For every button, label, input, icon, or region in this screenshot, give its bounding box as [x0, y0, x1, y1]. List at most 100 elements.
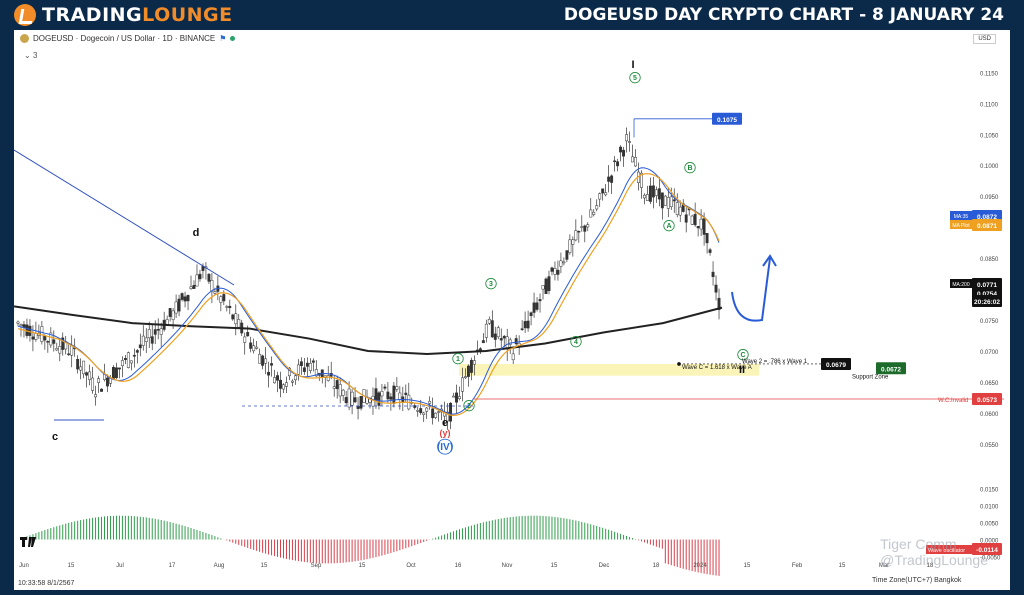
candle-body [392, 385, 396, 404]
candle-body [556, 269, 560, 275]
candle-body [344, 397, 348, 404]
candle-body [282, 384, 285, 390]
candle-body [76, 358, 80, 370]
candle-body [472, 360, 476, 365]
candle-body [419, 408, 423, 414]
footer-timestamp: 10:33:58 8/1/2567 [18, 580, 75, 587]
candle-body [186, 295, 190, 302]
x-tick-label: Dec [599, 563, 610, 569]
candle-body [607, 176, 611, 182]
candle-body [267, 371, 271, 376]
candle-body [717, 297, 721, 310]
invalid-label: W.C.Invalid [938, 398, 968, 404]
candle-body [413, 405, 417, 408]
candle-body [604, 192, 608, 196]
candle-body [425, 407, 429, 412]
candle-body [55, 348, 59, 351]
candle-body [290, 380, 294, 383]
indicator-count[interactable]: ⌄ 3 [24, 51, 38, 60]
candle-body [79, 366, 83, 371]
wave-label-circle [437, 438, 453, 455]
candle-body [458, 396, 461, 399]
candle-body [356, 406, 360, 409]
candle-body [85, 372, 89, 376]
ma-value-label: 0.0754 [977, 291, 997, 298]
candle-body [666, 197, 670, 209]
candle-body [234, 313, 238, 325]
candle-body [452, 395, 455, 398]
candle-body [642, 194, 646, 199]
wave-label-circle [663, 220, 675, 232]
candle-body [132, 354, 136, 357]
candle-body [648, 185, 652, 202]
candle-body [461, 377, 464, 392]
candle-body [601, 188, 605, 194]
symbol-legend[interactable]: DOGEUSD · Dogecoin / US Dollar · 1D · BI… [20, 34, 236, 43]
candle-body [40, 326, 44, 342]
price-badges: 0.1075 0.0679 0.0672 W.C.Invalid 0.0573 MA:35… [712, 112, 1002, 555]
candle-body [112, 366, 115, 380]
osc-value-label: -0.0114 [976, 547, 998, 554]
candle-body [150, 336, 154, 344]
x-tick-label: Jun [19, 563, 29, 569]
candle-body [67, 353, 71, 356]
candle-body [577, 230, 581, 233]
candle-body [455, 392, 458, 403]
wave-label-circle [452, 353, 464, 365]
candle-body [657, 188, 661, 200]
y-tick-label: 0.1050 [980, 133, 999, 139]
candle-body [31, 336, 35, 340]
x-tick-label: 15 [551, 563, 558, 569]
candle-body [168, 308, 172, 317]
candle-body [305, 362, 309, 367]
doge-icon [20, 34, 29, 43]
ma-name-box [950, 279, 972, 288]
wave-label: 2 [467, 403, 471, 410]
candle-body [484, 323, 488, 338]
candle-body [404, 392, 408, 395]
x-tick-label: 2024 [693, 563, 707, 569]
x-tick-label: Feb [792, 563, 803, 569]
candles [16, 127, 721, 430]
candle-body [117, 367, 121, 370]
candle-body [19, 324, 23, 326]
candle-body [171, 310, 175, 320]
ma-name-box [950, 211, 972, 220]
support-price-label: 0.0672 [881, 366, 901, 373]
ma-value-label-box [972, 219, 1002, 231]
candle-body [207, 273, 211, 282]
candle-body [52, 339, 56, 344]
candle-body [711, 271, 715, 277]
currency-button[interactable]: USD [973, 34, 996, 44]
candle-body [565, 250, 569, 260]
candle-body [177, 298, 181, 312]
osc-tick-label: 0.0150 [980, 487, 999, 493]
y-tick-label: 0.0650 [980, 381, 999, 387]
x-tick-label: 17 [169, 563, 176, 569]
x-tick-label: Sep [311, 563, 322, 569]
candle-body [126, 352, 130, 368]
candle-body [622, 149, 626, 157]
candle-body [684, 214, 688, 223]
candle-body [481, 340, 485, 344]
candle-body [311, 360, 315, 363]
candle-body [138, 344, 142, 349]
candle-body [34, 333, 38, 340]
tradingview-logo-icon [20, 537, 36, 547]
candle-body [192, 284, 196, 289]
candle-body [308, 363, 312, 371]
x-axis: Jun 15 Jul 17 Aug 15 Sep 15 Oct 16 Nov 15 Dec 18 2024 1… [19, 563, 934, 569]
chart-panel[interactable]: DOGEUSD · Dogecoin / US Dollar · 1D · BI… [14, 30, 1010, 590]
projection-arrowhead [762, 254, 777, 267]
ma-value-label: 0.0771 [977, 282, 997, 289]
candle-body [141, 335, 145, 346]
x-tick-label: 16 [455, 563, 462, 569]
invalid-price-label: 0.0573 [977, 397, 997, 404]
candle-body [16, 321, 20, 324]
y-tick-label: 0.1100 [980, 102, 999, 108]
candle-body [490, 320, 494, 338]
candle-body [446, 411, 450, 422]
flag-icon[interactable]: ⚑ [219, 34, 227, 43]
candle-body [88, 371, 92, 380]
